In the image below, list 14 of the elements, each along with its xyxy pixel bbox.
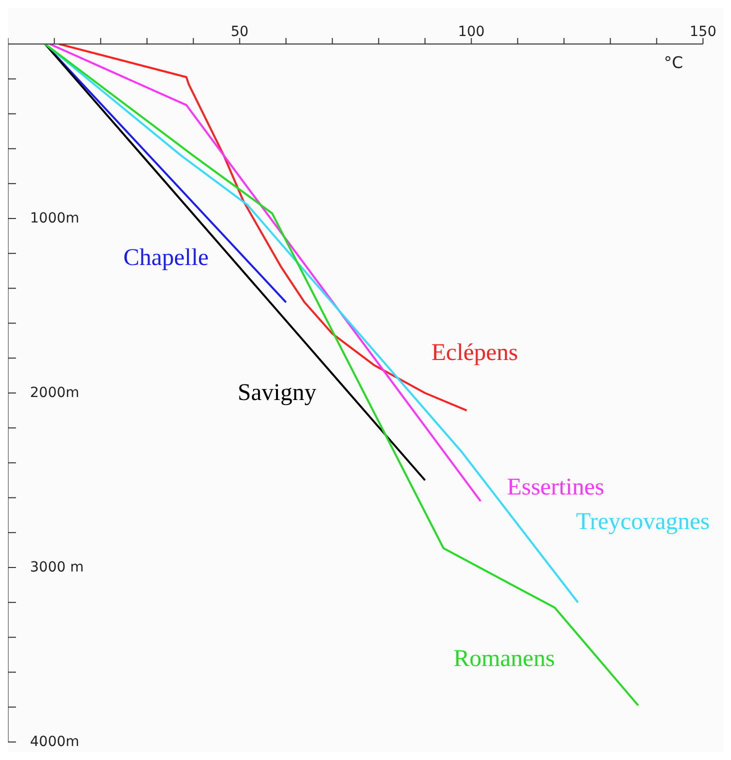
series-label: Treycovagnes	[576, 508, 710, 535]
series-label: Chapelle	[123, 244, 209, 271]
y-tick-label: 4000m	[30, 734, 80, 750]
y-tick-label: 3000 m	[30, 559, 84, 576]
y-tick-label: 1000m	[30, 210, 80, 226]
x-tick-label: 150	[690, 24, 716, 40]
series-label: Savigny	[238, 380, 316, 406]
x-tick-label: 50	[230, 24, 249, 40]
series-label: Romanens	[453, 646, 555, 672]
x-tick-label: 100	[458, 24, 485, 40]
y-tick-label: 2000m	[30, 384, 80, 401]
series-label: Essertines	[506, 474, 604, 501]
x-axis-title: °C	[664, 53, 683, 72]
series-label: Eclépens	[431, 340, 518, 366]
